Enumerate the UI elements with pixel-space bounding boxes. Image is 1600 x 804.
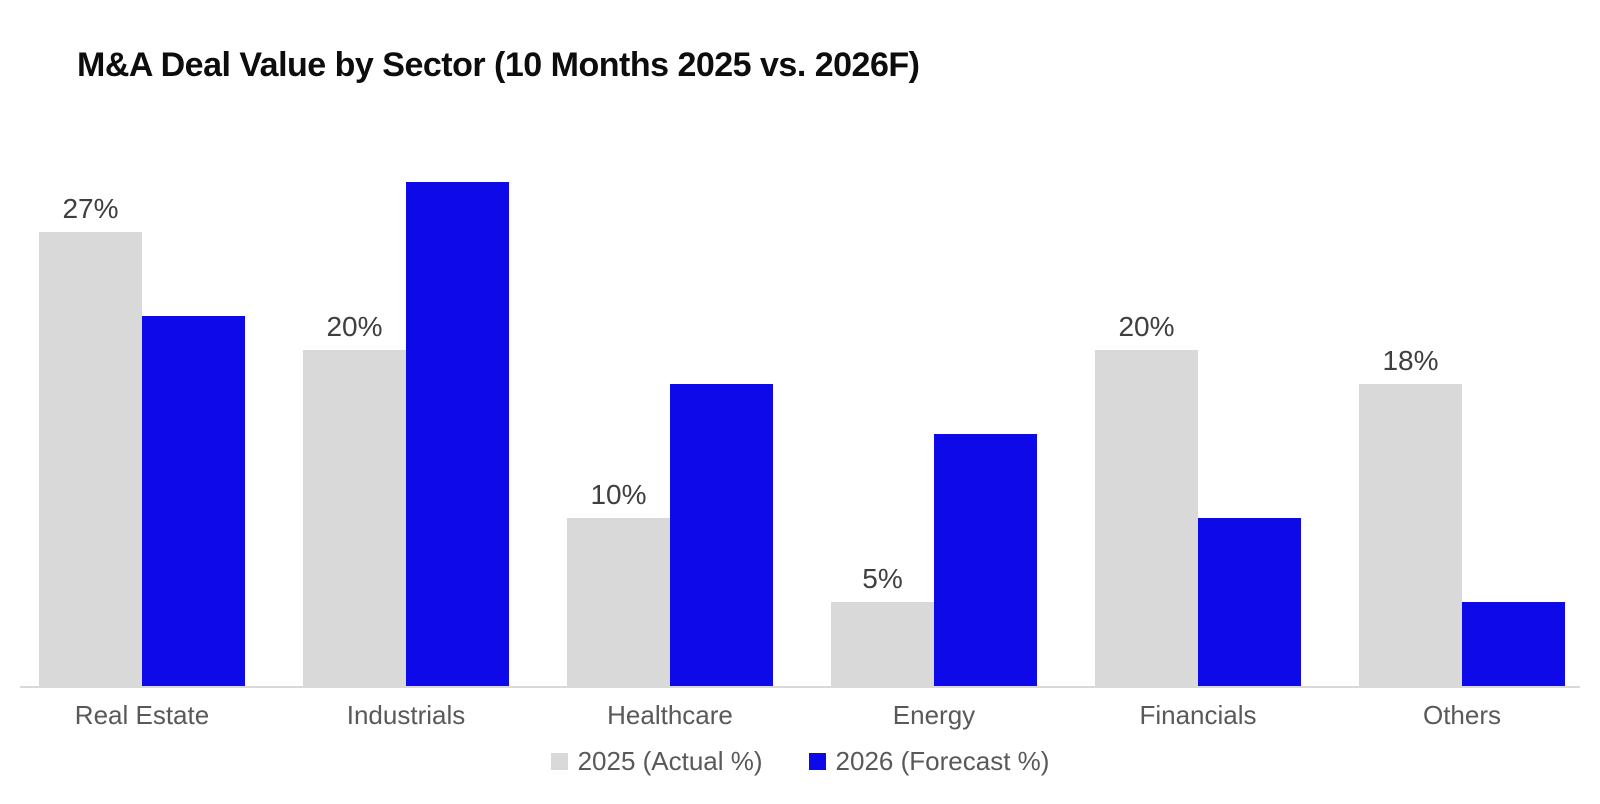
bar-group-others: 18% (1359, 160, 1565, 686)
actual-bar-industrials: 20% (303, 311, 406, 686)
bar-group-healthcare: 10% (567, 160, 773, 686)
bar-group-real-estate: 27% (39, 160, 245, 686)
legend: 2025 (Actual %) 2026 (Forecast %) (0, 746, 1600, 777)
forecast-bar-financials (1198, 518, 1301, 686)
actual-bar-healthcare: 10% (567, 479, 670, 686)
value-label-financials: 20% (1118, 311, 1175, 342)
forecast-bar-others (1462, 602, 1565, 686)
actual-bar-others: 18% (1359, 345, 1462, 686)
x-axis-line (20, 686, 1580, 688)
value-label-energy: 5% (862, 563, 903, 594)
category-label-others: Others (1422, 700, 1502, 730)
forecast-bar-energy (934, 434, 1037, 686)
chart-title: M&A Deal Value by Sector (10 Months 2025… (77, 46, 920, 84)
value-label-others: 18% (1382, 345, 1439, 376)
bar-group-industrials: 20% (303, 160, 509, 686)
actual-bar-real-estate: 27% (39, 193, 142, 686)
actual-bar-financials: 20% (1095, 311, 1198, 686)
value-label-industrials: 20% (326, 311, 383, 342)
plot-area: 27% 20% 10% 5% 20% 18% (0, 160, 1600, 686)
bar-group-financials: 20% (1095, 160, 1301, 686)
category-label-industrials: Industrials (346, 700, 466, 730)
bar-group-energy: 5% (831, 160, 1037, 686)
category-axis: Real Estate Industrials Healthcare Energy Fi… (0, 700, 1600, 740)
forecast-bar-real-estate (142, 316, 245, 686)
category-label-energy: Energy (892, 700, 976, 730)
category-label-real-estate: Real Estate (74, 700, 210, 730)
actual-bar-energy: 5% (831, 563, 934, 686)
value-label-healthcare: 10% (590, 479, 647, 510)
value-label-real-estate: 27% (62, 193, 119, 224)
legend-swatch-actual (550, 753, 568, 770)
legend-item-actual: 2025 (Actual %) (550, 746, 763, 777)
forecast-bar-industrials (406, 182, 509, 686)
forecast-bar-healthcare (670, 384, 773, 686)
category-label-financials: Financials (1139, 700, 1257, 730)
legend-item-forecast: 2026 (Forecast %) (808, 746, 1050, 777)
legend-swatch-forecast (808, 753, 826, 770)
category-label-healthcare: Healthcare (607, 700, 733, 730)
legend-label-actual: 2025 (Actual %) (577, 746, 763, 776)
legend-label-forecast: 2026 (Forecast %) (835, 746, 1050, 776)
